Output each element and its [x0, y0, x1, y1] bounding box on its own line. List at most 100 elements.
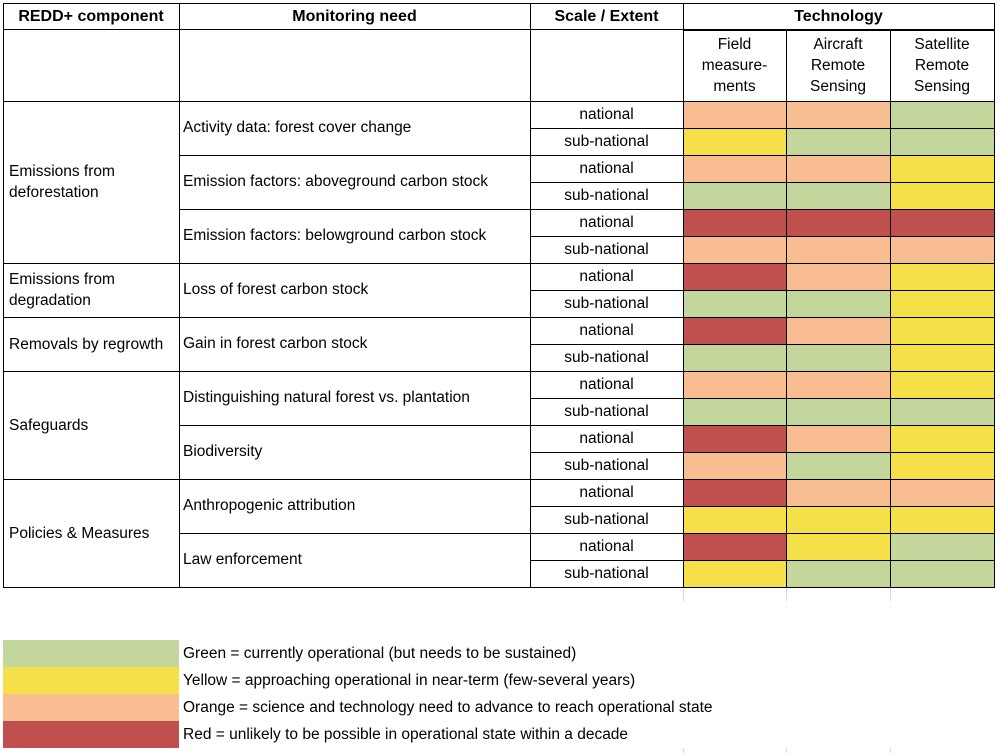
table-left-border: [3, 3, 4, 588]
scale-label: sub-national: [564, 240, 649, 258]
component-label: Policies & Measures: [9, 524, 150, 542]
rating-cell: [683, 506, 786, 533]
row-divider: [3, 317, 995, 318]
rating-cell: [890, 155, 994, 182]
row-divider: [3, 263, 995, 264]
rating-cell: [786, 128, 890, 155]
row-divider: [530, 290, 995, 291]
rating-cell: [786, 533, 890, 560]
rating-cell: [786, 263, 890, 290]
monitoring-need-label: Gain in forest carbon stock: [183, 335, 368, 352]
rating-cell: [786, 317, 890, 344]
scale-label: national: [579, 159, 634, 177]
rating-cell: [786, 371, 890, 398]
header-divider: [3, 29, 995, 30]
row-divider: [530, 452, 995, 453]
column-divider: [786, 30, 787, 588]
legend-swatch: [3, 694, 179, 721]
rating-cell: [890, 317, 994, 344]
row-divider: [179, 425, 995, 426]
rating-cell: [890, 290, 994, 317]
rating-cell: [890, 344, 994, 371]
spreadsheet-gridline: [786, 588, 787, 601]
legend-swatch: [3, 640, 179, 667]
rating-cell: [890, 128, 994, 155]
component-label: Emissions from degradation: [9, 271, 115, 309]
row-divider: [3, 479, 995, 480]
rating-cell: [786, 209, 890, 236]
rating-cell: [890, 533, 994, 560]
row-divider: [179, 533, 995, 534]
header-monitoring-need: Monitoring need: [292, 7, 417, 25]
row-divider: [530, 398, 995, 399]
spreadsheet-gridline: [683, 748, 684, 753]
rating-cell: [786, 506, 890, 533]
monitoring-need-label: Emission factors: belowground carbon sto…: [183, 227, 487, 244]
rating-cell: [683, 452, 786, 479]
header-field-measurements: Field measure-ments: [701, 36, 768, 95]
column-divider: [179, 3, 180, 588]
rating-cell: [683, 263, 786, 290]
row-divider: [3, 371, 995, 372]
scale-label: national: [579, 483, 634, 501]
component-label: Safeguards: [9, 416, 89, 434]
row-divider: [530, 128, 995, 129]
row-divider: [179, 209, 995, 210]
row-divider: [530, 236, 995, 237]
monitoring-need-label: Anthropogenic attribution: [183, 497, 356, 514]
header-satellite-remote-sensing: Satellite Remote Sensing: [913, 36, 970, 95]
rating-cell: [683, 371, 786, 398]
row-divider: [530, 560, 995, 561]
scale-label: national: [579, 105, 634, 123]
rating-cell: [786, 101, 890, 128]
column-divider: [683, 3, 684, 588]
scale-label: sub-national: [564, 348, 649, 366]
row-divider: [530, 506, 995, 507]
monitoring-need-label: Law enforcement: [183, 551, 302, 568]
scale-label: national: [579, 213, 634, 231]
rating-cell: [683, 533, 786, 560]
rating-cell: [890, 236, 994, 263]
scale-label: national: [579, 537, 634, 555]
spreadsheet-gridline: [683, 588, 684, 601]
rating-cell: [890, 452, 994, 479]
legend-text: Orange = science and technology need to …: [183, 698, 713, 716]
rating-cell: [683, 101, 786, 128]
rating-cell: [683, 560, 786, 587]
scale-label: sub-national: [564, 294, 649, 312]
scale-label: national: [579, 375, 634, 393]
rating-cell: [683, 155, 786, 182]
legend-swatch: [3, 667, 179, 694]
scale-label: national: [579, 429, 634, 447]
rating-cell: [786, 560, 890, 587]
technology-divider: [683, 30, 995, 31]
scale-label: national: [579, 321, 634, 339]
monitoring-need-label: Loss of forest carbon stock: [183, 281, 369, 298]
rating-cell: [786, 236, 890, 263]
row-divider: [179, 155, 995, 156]
rating-cell: [683, 290, 786, 317]
column-divider: [530, 3, 531, 588]
row-divider: [530, 344, 995, 345]
rating-cell: [786, 344, 890, 371]
rating-cell: [683, 317, 786, 344]
component-label: Emissions from deforestation: [9, 163, 115, 201]
header-bottom-border: [3, 101, 995, 102]
rating-cell: [786, 155, 890, 182]
rating-cell: [683, 236, 786, 263]
header-technology: Technology: [794, 7, 883, 25]
rating-cell: [890, 263, 994, 290]
rating-cell: [683, 425, 786, 452]
spreadsheet-gridline: [890, 748, 891, 753]
rating-cell: [890, 560, 994, 587]
legend-swatch: [3, 721, 179, 748]
rating-cell: [890, 398, 994, 425]
scale-label: sub-national: [564, 132, 649, 150]
row-divider: [530, 182, 995, 183]
rating-cell: [683, 398, 786, 425]
rating-cell: [890, 182, 994, 209]
rating-cell: [786, 398, 890, 425]
scale-label: sub-national: [564, 510, 649, 528]
header-scale: Scale / Extent: [554, 7, 659, 25]
scale-label: national: [579, 267, 634, 285]
